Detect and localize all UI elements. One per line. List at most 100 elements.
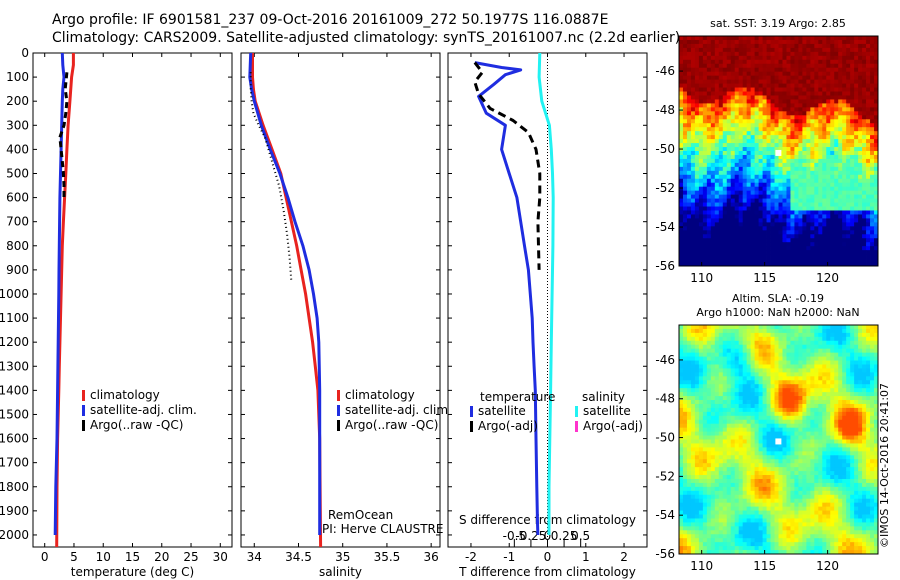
- heatmap-cell: [730, 451, 736, 456]
- heatmap-cell: [818, 447, 823, 452]
- heatmap-cell: [722, 258, 728, 263]
- heatmap-cell: [718, 67, 724, 73]
- heatmap-cell: [866, 182, 871, 188]
- heatmap-cell: [834, 455, 839, 460]
- heatmap-cell: [822, 162, 827, 168]
- heatmap-cell: [818, 400, 823, 405]
- heatmap-cell: [830, 388, 835, 393]
- heatmap-cell: [798, 111, 803, 116]
- heatmap-cell: [742, 123, 748, 128]
- heatmap-cell: [854, 95, 859, 100]
- heatmap-cell: [794, 427, 799, 433]
- heatmap-cell: [686, 415, 692, 421]
- heatmap-cell: [786, 392, 791, 397]
- heatmap-cell: [686, 384, 692, 389]
- heatmap-cell: [794, 174, 799, 180]
- heatmap-cell: [734, 447, 740, 452]
- heatmap-cell: [742, 182, 748, 188]
- heatmap-cell: [698, 447, 704, 452]
- heatmap-cell: [754, 400, 759, 405]
- heatmap-cell: [746, 91, 752, 96]
- heatmap-cell: [758, 147, 763, 152]
- heatmap-cell: [690, 411, 696, 417]
- heatmap-cell: [734, 360, 740, 365]
- heatmap-cell: [690, 115, 696, 120]
- heatmap-cell: [814, 258, 819, 263]
- heatmap-cell: [846, 222, 851, 227]
- heatmap-cell: [718, 258, 724, 263]
- heatmap-cell: [826, 459, 831, 464]
- heatmap-cell: [730, 202, 736, 207]
- heatmap-cell: [862, 178, 867, 184]
- heatmap-cell: [822, 55, 827, 61]
- heatmap-cell: [802, 242, 807, 247]
- heatmap-cell: [746, 336, 752, 342]
- heatmap-cell: [758, 443, 763, 448]
- heatmap-cell: [754, 431, 759, 436]
- heatmap-cell: [682, 158, 688, 164]
- heatmap-cell: [778, 415, 783, 421]
- heatmap-cell: [782, 55, 787, 61]
- heatmap-cell: [762, 396, 767, 401]
- heatmap-cell: [842, 376, 847, 381]
- heatmap-cell: [730, 423, 736, 429]
- heatmap-cell: [718, 364, 724, 369]
- heatmap-cell: [722, 467, 728, 472]
- heatmap-cell: [850, 95, 855, 100]
- heatmap-cell: [806, 95, 811, 100]
- heatmap-cell: [858, 115, 863, 120]
- heatmap-cell: [870, 39, 875, 45]
- heatmap-cell: [770, 154, 775, 160]
- heatmap-cell: [866, 131, 871, 136]
- legend-swatch: [575, 406, 578, 417]
- heatmap-cell: [850, 407, 855, 413]
- y-tick-label: 1400: [0, 383, 29, 397]
- heatmap-cell: [834, 143, 839, 148]
- heatmap-cell: [762, 55, 767, 61]
- heatmap-cell: [754, 388, 759, 393]
- heatmap-cell: [814, 186, 819, 192]
- heatmap-cell: [842, 162, 847, 168]
- x-tick-label: 34: [247, 550, 262, 564]
- heatmap-cell: [706, 447, 712, 452]
- heatmap-cell: [679, 332, 684, 338]
- heatmap-cell: [730, 119, 736, 124]
- heatmap-cell: [842, 348, 847, 354]
- heatmap-cell: [706, 407, 712, 413]
- heatmap-cell: [846, 218, 851, 223]
- heatmap-cell: [846, 250, 851, 255]
- heatmap-cell: [778, 39, 783, 45]
- heatmap-cell: [766, 356, 771, 361]
- heatmap-cell: [682, 396, 688, 401]
- heatmap-cell: [862, 258, 867, 263]
- heatmap-cell: [738, 79, 744, 84]
- heatmap-cell: [834, 178, 839, 184]
- heatmap-cell: [842, 139, 847, 144]
- heatmap-cell: [790, 67, 795, 73]
- heatmap-cell: [814, 99, 819, 104]
- heatmap-cell: [694, 396, 700, 401]
- heatmap-cell: [786, 162, 791, 168]
- heatmap-cell: [830, 463, 835, 468]
- heatmap-cell: [818, 127, 823, 132]
- heatmap-cell: [714, 51, 720, 57]
- heatmap-cell: [858, 103, 863, 108]
- heatmap-cell: [686, 206, 692, 211]
- heatmap-cell: [790, 59, 795, 65]
- heatmap-cell: [834, 218, 839, 223]
- heatmap-cell: [782, 455, 787, 460]
- heatmap-cell: [822, 242, 827, 247]
- heatmap-cell: [854, 254, 859, 259]
- heatmap-cell: [706, 214, 712, 219]
- heatmap-cell: [746, 170, 752, 176]
- heatmap-cell: [822, 388, 827, 393]
- heatmap-cell: [822, 328, 827, 334]
- heatmap-cell: [682, 174, 688, 180]
- heatmap-cell: [766, 336, 771, 342]
- heatmap-cell: [742, 332, 748, 338]
- heatmap-cell: [754, 79, 759, 84]
- heatmap-cell: [742, 83, 748, 88]
- heatmap-cell: [822, 139, 827, 144]
- heatmap-cell: [810, 95, 815, 100]
- heatmap-cell: [854, 336, 859, 342]
